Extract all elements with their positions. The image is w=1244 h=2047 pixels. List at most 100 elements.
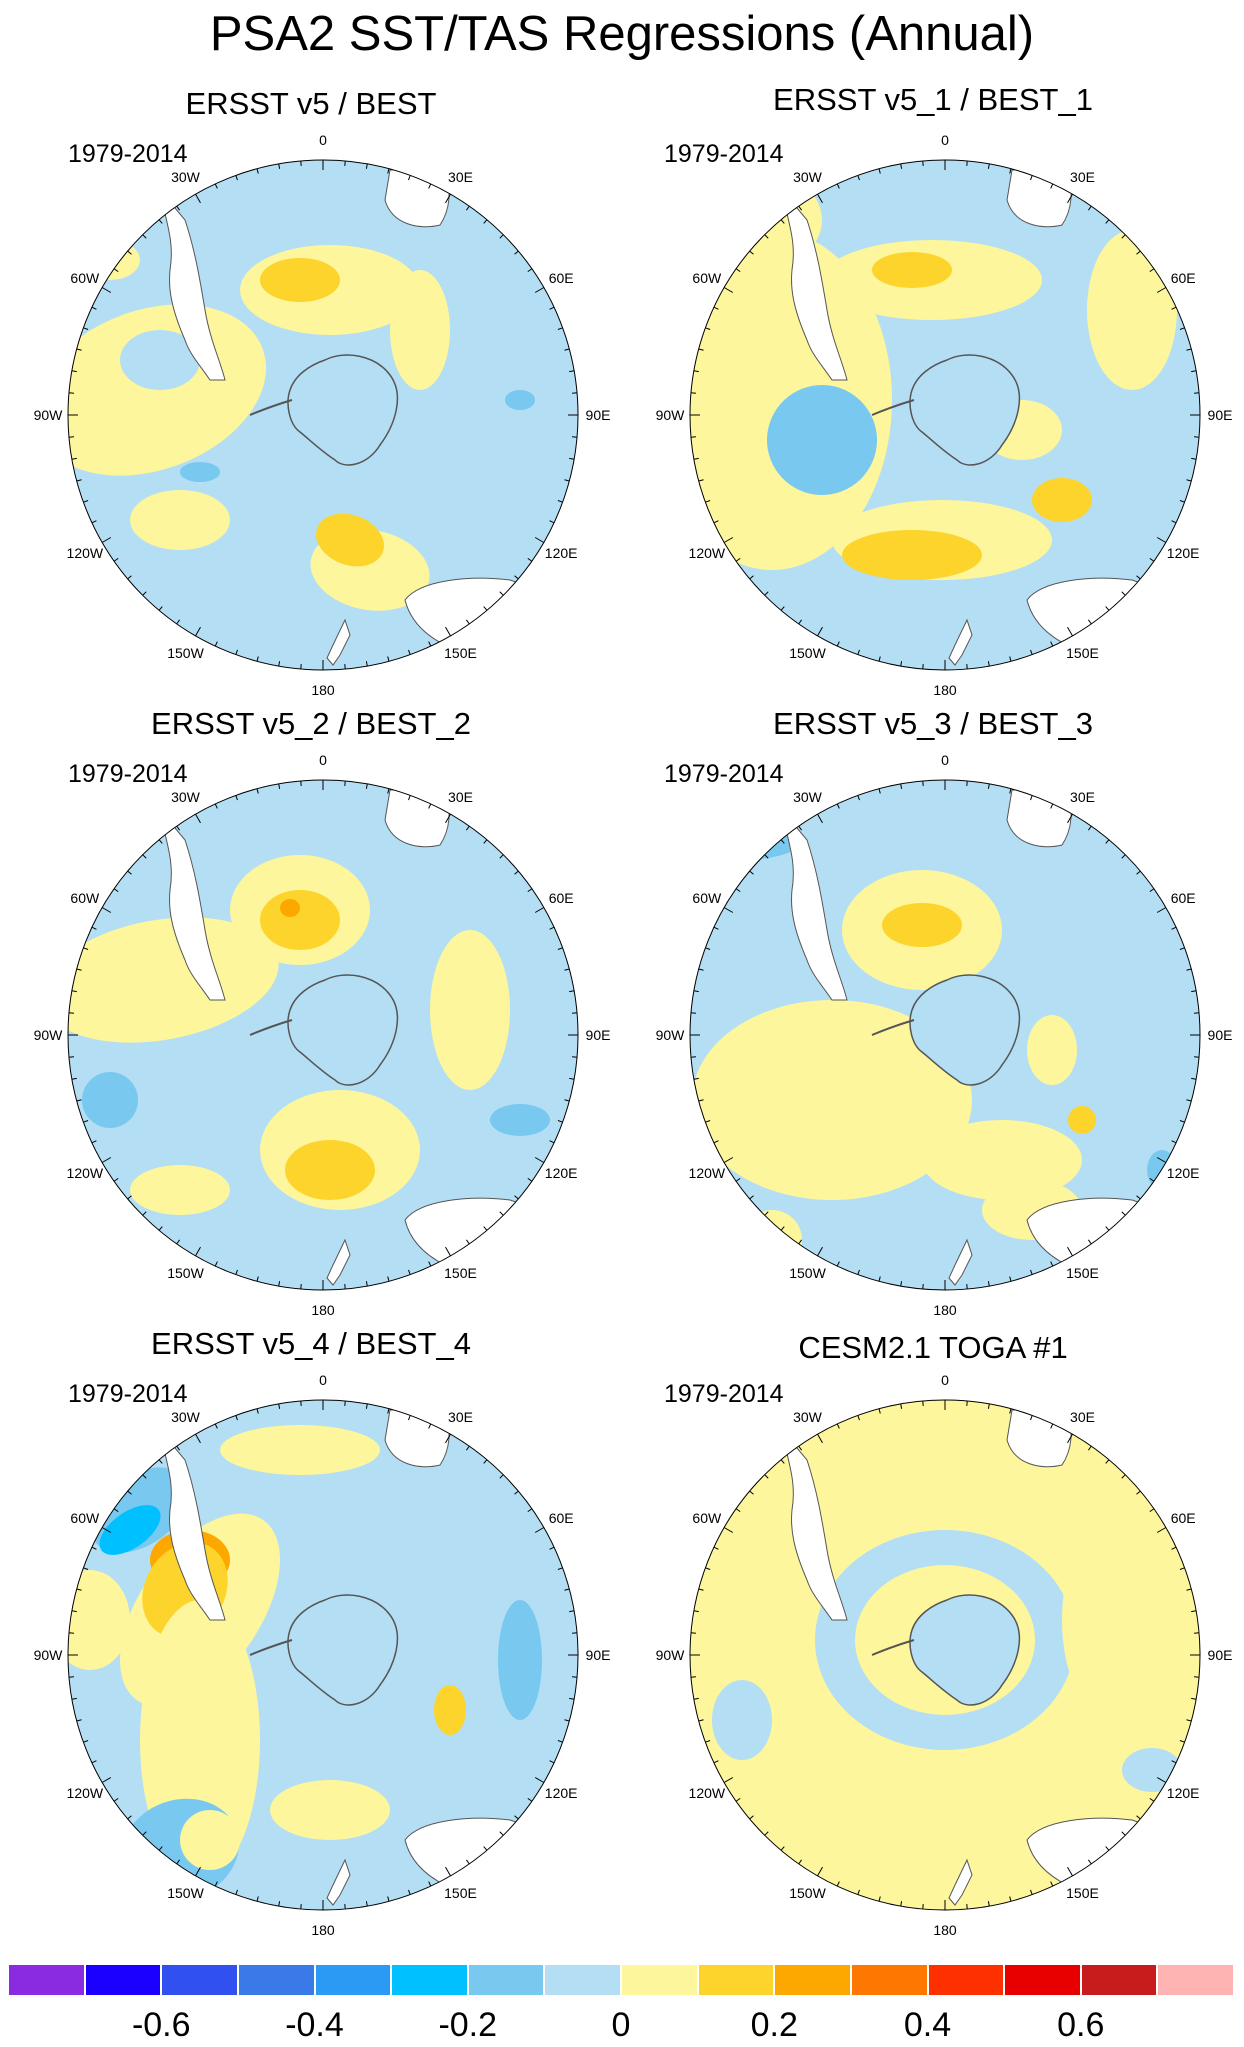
lon-tick [1186, 1588, 1192, 1591]
lon-tick [780, 839, 785, 844]
new-zealand-coastline [326, 618, 351, 666]
lon-tick [365, 1281, 368, 1287]
lon-tick [723, 907, 734, 913]
lon-label: 90W [655, 1027, 685, 1043]
anomaly-patch [872, 252, 952, 288]
lon-tick [1067, 626, 1073, 637]
lon-tick [698, 479, 704, 482]
lon-tick [113, 557, 119, 562]
lon-tick [1030, 1889, 1033, 1895]
lon-tick [195, 1433, 201, 1444]
panel-period: 1979-2014 [664, 1380, 784, 1408]
anomaly-patch [285, 1140, 375, 1200]
lon-label: 30E [448, 788, 473, 805]
lon-tick [1171, 306, 1177, 310]
lon-tick [1030, 795, 1033, 801]
colorbar-swatch [544, 1964, 621, 1996]
lon-tick [549, 926, 555, 930]
panel-title: CESM2.1 TOGA #1 [798, 1330, 1068, 1365]
lon-tick [256, 788, 259, 794]
anomaly-patch [692, 1000, 972, 1200]
anomaly-patch [316, 513, 384, 567]
anomaly-patch [280, 899, 300, 917]
lon-label: 180 [311, 1302, 335, 1318]
lon-tick [142, 1211, 147, 1216]
lon-label: 90E [585, 407, 611, 423]
anomaly-patch [100, 965, 180, 1035]
lon-tick [987, 1403, 990, 1409]
lon-label: 0 [319, 132, 327, 148]
south-america-coastline [781, 188, 848, 381]
colorbar-swatch [314, 1964, 392, 1996]
lon-label: 60E [1170, 269, 1196, 286]
lon-tick [798, 619, 803, 625]
lon-tick [408, 795, 411, 801]
lon-tick [1156, 1527, 1167, 1533]
map-panel: ERSST v5 / BEST 1979-2014 0 30E 60E 90E 120E… [0, 60, 622, 698]
lon-tick [428, 803, 432, 809]
lon-tick [1050, 1261, 1054, 1267]
lon-tick [564, 348, 570, 351]
lon-tick [1191, 457, 1197, 460]
lon-tick [235, 1889, 238, 1895]
lon-tick [514, 1195, 519, 1200]
lon-tick [408, 649, 411, 655]
lon-label: 30W [171, 1408, 200, 1425]
lon-tick [1121, 1831, 1126, 1836]
lon-tick [1179, 327, 1185, 330]
map-field [68, 780, 578, 1290]
lon-tick [857, 649, 860, 655]
lon-tick [1179, 1120, 1185, 1123]
lon-tick [713, 1760, 719, 1764]
anomaly-patch [1032, 478, 1092, 522]
lon-tick [764, 1474, 769, 1479]
lon-tick [256, 1276, 259, 1282]
lon-tick [278, 1403, 281, 1409]
lon-label: 180 [933, 1922, 957, 1938]
lon-tick [713, 520, 719, 524]
lon-label: 150W [167, 645, 204, 662]
lon-tick [817, 813, 823, 824]
lon-tick [1067, 813, 1073, 824]
colorbar-swatch [1080, 1964, 1158, 1996]
lon-tick [713, 306, 719, 310]
lon-tick [76, 479, 82, 482]
lon-tick [387, 168, 390, 174]
lon-tick [749, 1195, 754, 1200]
anomaly-patch [99, 1505, 161, 1555]
panel-title: ERSST v5 / BEST [185, 86, 437, 121]
lon-tick [527, 888, 533, 893]
lon-tick [693, 457, 699, 460]
lon-tick [408, 1415, 411, 1421]
lon-tick [256, 168, 259, 174]
lon-tick [101, 1777, 112, 1783]
lon-label: 60W [692, 269, 722, 286]
lon-tick [235, 1415, 238, 1421]
map-field [68, 160, 578, 670]
lon-tick [1149, 268, 1155, 273]
lon-tick [514, 1490, 519, 1495]
lon-tick [735, 888, 741, 893]
colorbar-swatch [774, 1964, 851, 1996]
lon-tick [798, 205, 803, 211]
lon-tick [408, 1889, 411, 1895]
lon-label: 60W [692, 889, 722, 906]
lon-label: 150E [444, 1885, 477, 1902]
map-field [690, 780, 1200, 1290]
lon-tick [705, 947, 711, 950]
lon-tick [564, 1719, 570, 1722]
lon-tick [1149, 888, 1155, 893]
lon-label: 120W [688, 1784, 726, 1801]
lon-tick [1009, 168, 1012, 174]
lon-tick [71, 990, 77, 993]
lon-label: 150E [1066, 1265, 1099, 1282]
map-field [68, 1400, 578, 1910]
colorbar-swatch [8, 1964, 85, 1996]
lon-tick [1136, 250, 1141, 255]
lon-tick [1067, 1866, 1073, 1877]
lon-tick [549, 1546, 555, 1550]
colorbar-tick-label: -0.6 [131, 2006, 191, 2044]
lon-tick [1087, 205, 1092, 211]
lon-tick [780, 1459, 785, 1464]
lon-label: 150E [1066, 645, 1099, 662]
